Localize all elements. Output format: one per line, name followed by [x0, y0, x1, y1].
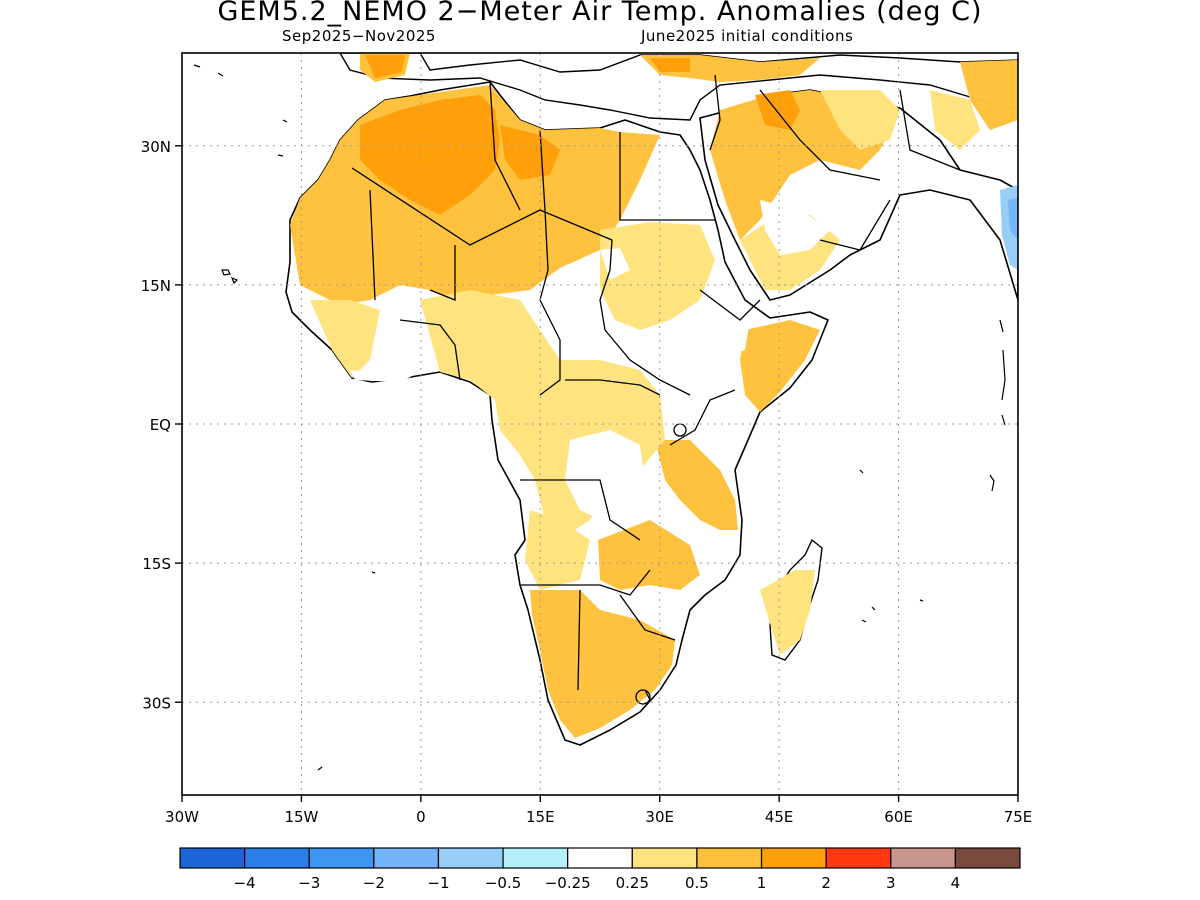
- colorbar-label: 1: [757, 874, 767, 892]
- colorbar-swatch: [179, 847, 246, 869]
- colorbar-label: −0.5: [485, 874, 521, 892]
- colorbar-label: −3: [298, 874, 320, 892]
- colorbar-swatch: [890, 847, 956, 869]
- x-tick-label: 45E: [765, 808, 794, 826]
- anomaly-near-zero-areas: [350, 200, 830, 520]
- colorbar-label: 4: [951, 874, 961, 892]
- y-axis: 30N 15N EQ 15S 30S: [141, 138, 182, 712]
- colorbar-swatch: [825, 847, 892, 869]
- europe-land: [339, 53, 1018, 121]
- chart-title: GEM5.2_NEMO 2−Meter Air Temp. Anomalies …: [217, 0, 983, 27]
- gridlines: [182, 53, 1018, 795]
- colorbar-swatch: [696, 847, 763, 869]
- colorbar-swatch: [373, 847, 440, 869]
- x-tick-label: 15W: [284, 808, 318, 826]
- colorbar-label: −2: [363, 874, 385, 892]
- anomaly-negative-areas: [1000, 185, 1018, 270]
- subtitle-initial-conditions: June2025 initial conditions: [641, 27, 854, 45]
- country-borders: [351, 74, 961, 705]
- x-tick-label: 0: [416, 808, 426, 826]
- y-tick-label: EQ: [150, 416, 171, 434]
- anomaly-1-2-areas: [360, 55, 800, 215]
- x-tick-label: 75E: [1004, 808, 1033, 826]
- y-tick-label: 15S: [142, 555, 171, 573]
- colorbar-swatch: [437, 847, 504, 869]
- colorbar-label: −0.25: [545, 874, 591, 892]
- x-tick-label: 15E: [526, 808, 555, 826]
- colorbar-swatch: [567, 847, 633, 869]
- colorbar-label: 0.5: [685, 874, 709, 892]
- x-tick-label: 30W: [165, 808, 199, 826]
- colorbar-swatch: [244, 847, 310, 869]
- y-tick-label: 15N: [141, 277, 171, 295]
- subtitle-period: Sep2025−Nov2025: [282, 27, 436, 45]
- colorbar-label: 0.25: [616, 874, 649, 892]
- colorbar-swatch: [631, 847, 698, 869]
- colorbar-label: 3: [886, 874, 896, 892]
- x-tick-label: 30E: [645, 808, 674, 826]
- y-tick-label: 30N: [141, 138, 171, 156]
- colorbar-label: 2: [821, 874, 831, 892]
- colorbar-swatch: [954, 847, 1021, 869]
- x-tick-label: 60E: [884, 808, 913, 826]
- island-outlines: [193, 64, 1006, 771]
- colorbar-label: −1: [427, 874, 449, 892]
- colorbar: −4 −3 −2 −1 −0.5 −0.25 0.25 0.5 1 2 3 4: [179, 847, 1021, 892]
- map-plot-area: [193, 53, 1018, 771]
- colorbar-swatch: [502, 847, 569, 869]
- colorbar-swatch: [760, 847, 827, 869]
- y-tick-label: 30S: [142, 694, 171, 712]
- colorbar-label: −4: [234, 874, 256, 892]
- x-axis: 30W 15W 0 15E 30E 45E 60E 75E: [165, 795, 1032, 826]
- colorbar-swatch: [308, 847, 375, 869]
